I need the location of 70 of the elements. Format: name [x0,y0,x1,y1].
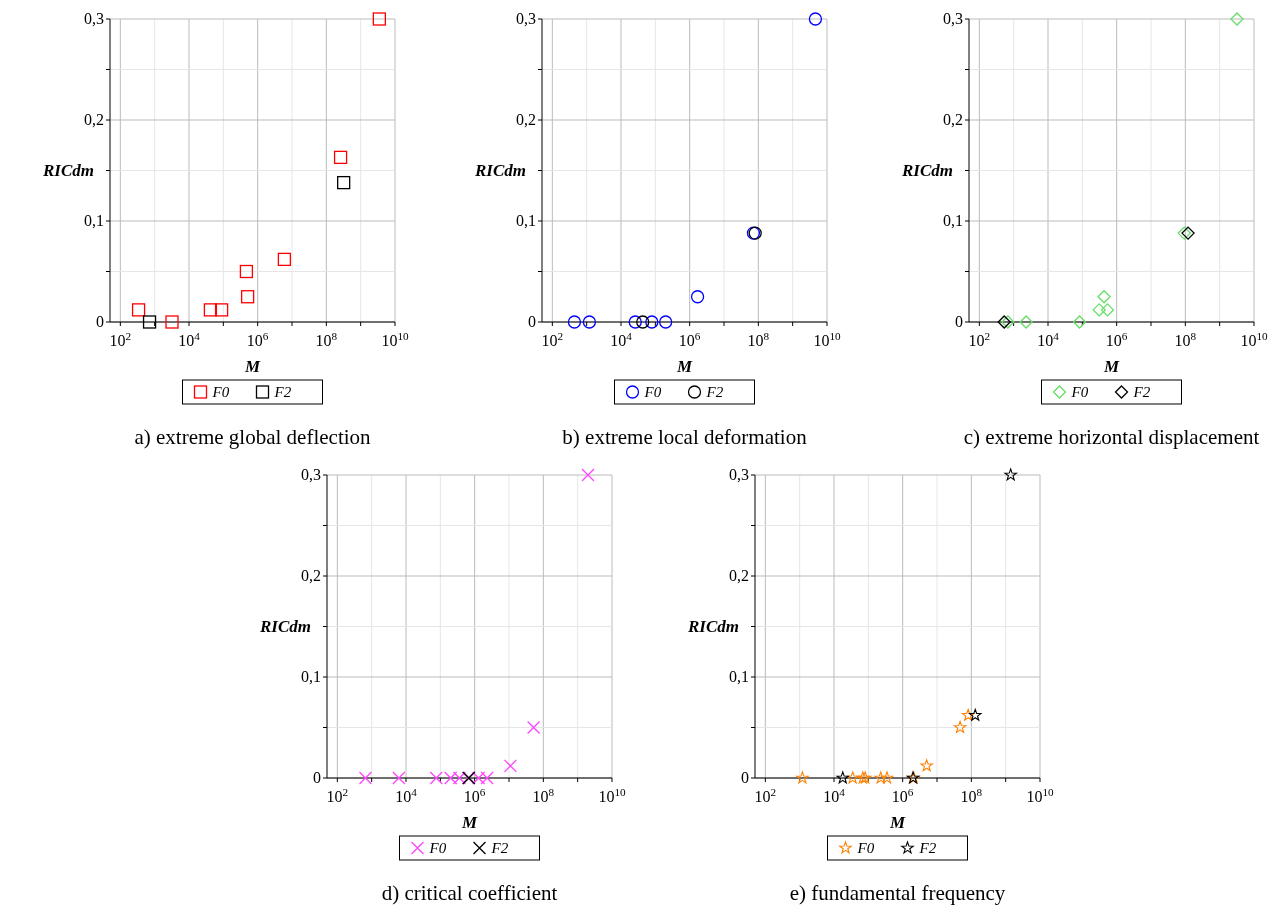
x-axis-title: M [460,813,478,832]
x-tick-label: 10$^{8}$ [1174,330,1197,349]
x-tick-label: 10$^{8}$ [315,330,338,349]
x-tick-label: 10$^{2}$ [541,330,564,349]
legend-label: F0 [211,384,230,400]
y-axis-title: RICdm [473,160,526,180]
x-tick-label: 10$^{4}$ [395,786,418,805]
y-tick-label: 0,1 [84,212,104,229]
y-tick-label: 0,2 [301,567,321,584]
y-tick-label: 0,2 [516,111,536,128]
x-axis-title: M [888,813,906,832]
x-tick-label: 10$^{8}$ [960,786,983,805]
text: d) critical coefficient [381,881,558,905]
x-tick-label: 10$^{4}$ [178,330,201,349]
legend-label: F2 [490,840,509,856]
x-axis-title: M [1102,357,1120,376]
y-tick-label: 0,2 [943,111,963,128]
y-tick-label: 0,2 [84,111,104,128]
text: c) extreme horizontal displacement [963,425,1260,449]
x-tick-label: 10$^{10}$ [1026,786,1054,805]
y-axis-title: RICdm [41,160,94,180]
x-tick-label: 10$^{6}$ [891,786,914,805]
y-tick-label: 0,1 [729,668,749,685]
y-tick-label: 0,1 [943,212,963,229]
legend-label: F0 [1070,384,1089,400]
y-tick-label: 0,3 [84,10,104,27]
text: a) extreme global deflection [134,425,372,449]
x-tick-label: 10$^{6}$ [678,330,701,349]
legend-label: F0 [856,840,875,856]
y-tick-label: 0,3 [516,10,536,27]
y-tick-label: 0,3 [943,10,963,27]
y-tick-label: 0,3 [729,466,749,483]
x-tick-label: 10$^{2}$ [326,786,349,805]
y-tick-label: 0,2 [729,567,749,584]
x-tick-label: 10$^{2}$ [754,786,777,805]
x-tick-label: 10$^{8}$ [532,786,555,805]
x-tick-label: 10$^{10}$ [381,330,409,349]
y-tick-label: 0 [528,313,536,330]
text: e) fundamental frequency [789,881,1006,905]
x-tick-label: 10$^{10}$ [1240,330,1268,349]
x-tick-label: 10$^{2}$ [968,330,991,349]
x-axis-title: M [675,357,693,376]
legend-label: F2 [918,840,937,856]
x-axis-title: M [243,357,261,376]
x-tick-label: 10$^{4}$ [1037,330,1060,349]
y-tick-label: 0 [96,313,104,330]
x-tick-label: 10$^{4}$ [610,330,633,349]
y-tick-label: 0 [313,769,321,786]
legend-label: F2 [1132,384,1151,400]
x-tick-label: 10$^{10}$ [598,786,626,805]
x-tick-label: 10$^{2}$ [109,330,132,349]
legend-label: F2 [273,384,292,400]
y-axis-title: RICdm [900,160,953,180]
x-tick-label: 10$^{8}$ [747,330,770,349]
y-axis-title: RICdm [258,616,311,636]
text: b) extreme local deformation [562,425,808,449]
y-axis-title: RICdm [686,616,739,636]
legend-label: F0 [643,384,662,400]
x-tick-label: 10$^{10}$ [813,330,841,349]
x-tick-label: 10$^{6}$ [1105,330,1128,349]
legend-label: F2 [705,384,724,400]
y-tick-label: 0,1 [516,212,536,229]
legend-label: F0 [428,840,447,856]
y-tick-label: 0,1 [301,668,321,685]
y-tick-label: 0 [955,313,963,330]
x-tick-label: 10$^{6}$ [463,786,486,805]
y-tick-label: 0 [741,769,749,786]
x-tick-label: 10$^{4}$ [823,786,846,805]
y-tick-label: 0,3 [301,466,321,483]
x-tick-label: 10$^{6}$ [246,330,269,349]
